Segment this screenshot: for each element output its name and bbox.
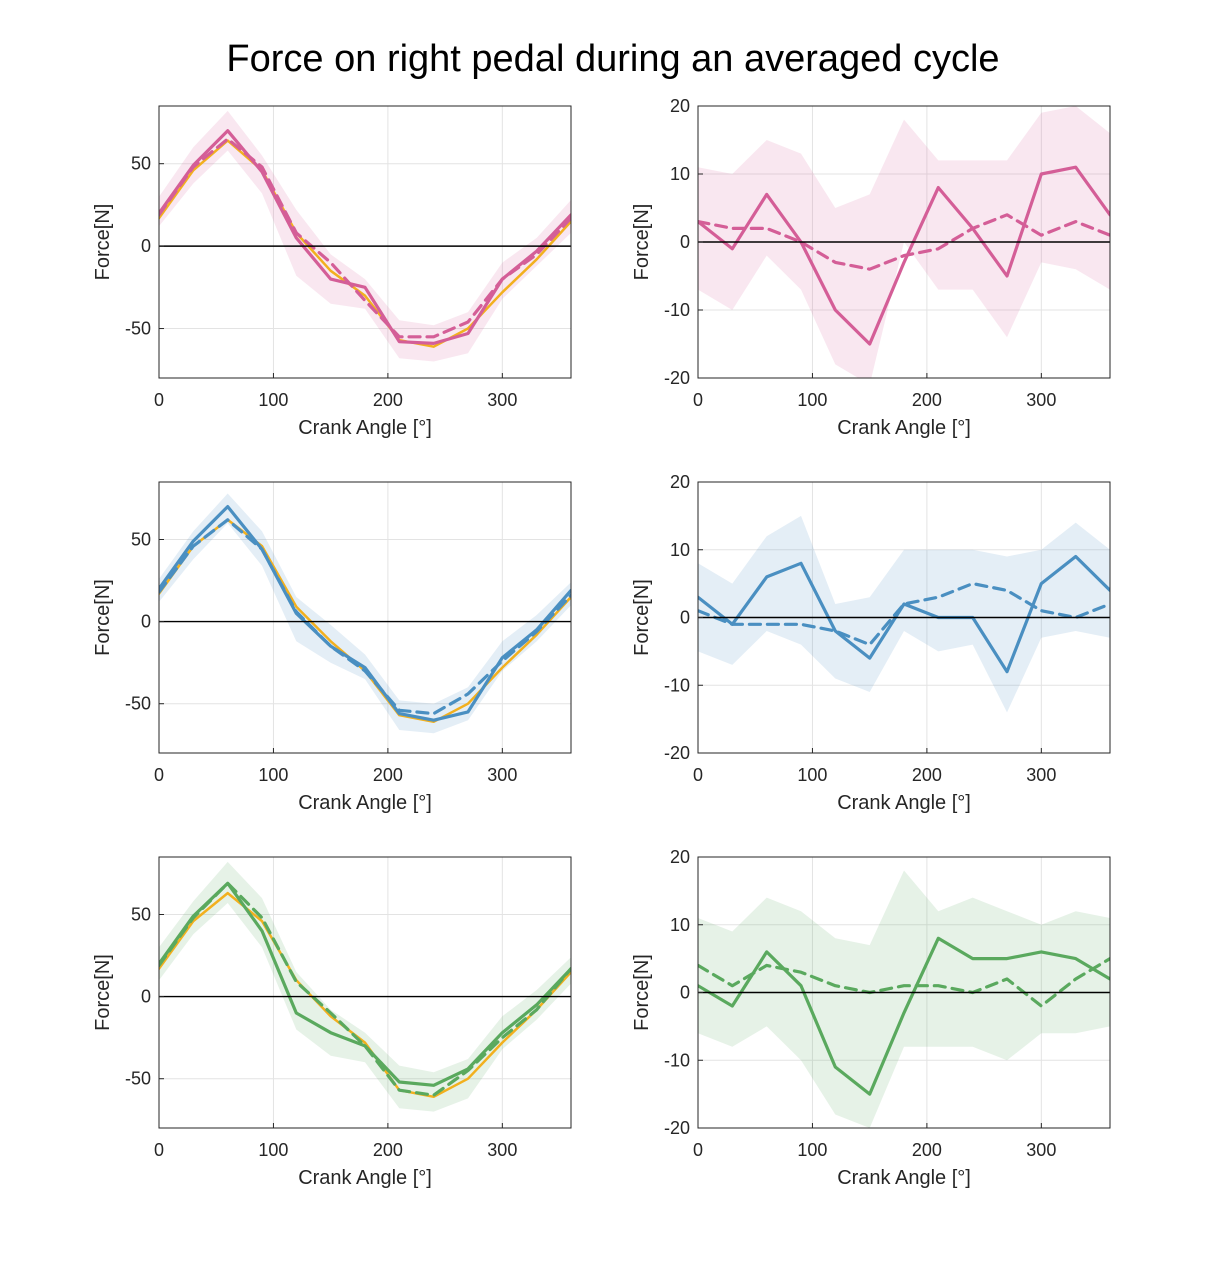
y-tick-label: 20 bbox=[670, 96, 690, 116]
y-tick-label: 0 bbox=[141, 236, 151, 256]
y-axis-label: Force[N] bbox=[631, 579, 653, 656]
plot-area bbox=[698, 870, 1110, 1128]
y-tick-label: -20 bbox=[664, 743, 690, 763]
x-tick-label: 200 bbox=[912, 765, 942, 785]
y-tick-label: 50 bbox=[131, 529, 151, 549]
x-tick-label: 300 bbox=[1026, 1140, 1056, 1160]
y-tick-label: -10 bbox=[664, 300, 690, 320]
solid-series-line bbox=[159, 891, 571, 1099]
plot-area bbox=[698, 515, 1110, 713]
x-tick-label: 100 bbox=[797, 1140, 827, 1160]
confidence-band bbox=[698, 515, 1110, 713]
x-axis-label: Crank Angle [°] bbox=[298, 417, 432, 439]
y-tick-label: 0 bbox=[680, 608, 690, 628]
x-tick-label: 0 bbox=[154, 1140, 164, 1160]
y-tick-label: 10 bbox=[670, 915, 690, 935]
confidence-band bbox=[698, 870, 1110, 1128]
dashed-series-line bbox=[698, 581, 1110, 647]
confidence-band bbox=[159, 110, 571, 362]
y-tick-label: 10 bbox=[670, 540, 690, 560]
x-tick-label: 300 bbox=[1026, 765, 1056, 785]
x-axis-label: Crank Angle [°] bbox=[837, 417, 971, 439]
x-tick-label: 100 bbox=[797, 390, 827, 410]
y-tick-label: -10 bbox=[664, 1050, 690, 1070]
plot-area bbox=[698, 106, 1110, 378]
solid-series-line bbox=[698, 165, 1110, 346]
y-tick-label: 50 bbox=[131, 154, 151, 174]
subplot-1: 0 100 200 300 -50 0 50 Crank Angle [°] Force[N] bbox=[92, 105, 572, 439]
solid-series-line bbox=[698, 936, 1110, 1096]
y-axis-label: Force[N] bbox=[631, 954, 653, 1031]
dashed-series-line bbox=[698, 213, 1110, 271]
x-tick-label: 200 bbox=[373, 765, 403, 785]
x-tick-label: 200 bbox=[912, 390, 942, 410]
solid-series-line bbox=[159, 518, 571, 724]
y-tick-label: 20 bbox=[670, 472, 690, 492]
y-axis-label: Force[N] bbox=[631, 204, 653, 281]
confidence-band bbox=[698, 106, 1110, 378]
x-tick-label: 100 bbox=[258, 1140, 288, 1160]
subplot-6: 0 100 200 300 -20 -10 0 10 20 Crank Angle [°] Forc… bbox=[631, 847, 1111, 1189]
x-tick-label: 100 bbox=[258, 765, 288, 785]
x-tick-label: 100 bbox=[258, 390, 288, 410]
y-axis-label: Force[N] bbox=[92, 954, 114, 1031]
axes-box bbox=[158, 856, 572, 1129]
plot-area bbox=[159, 861, 571, 1112]
solid-series-line bbox=[698, 554, 1110, 674]
x-axis-label: Crank Angle [°] bbox=[298, 1167, 432, 1189]
y-tick-label: 0 bbox=[680, 983, 690, 1003]
solid-series-line bbox=[159, 129, 571, 345]
y-tick-label: -20 bbox=[664, 1118, 690, 1138]
x-tick-label: 300 bbox=[487, 1140, 517, 1160]
y-tick-label: 50 bbox=[131, 904, 151, 924]
x-tick-label: 0 bbox=[154, 390, 164, 410]
subplot-5: 0 100 200 300 -50 0 50 Crank Angle [°] Force[N] bbox=[92, 856, 572, 1189]
subplot-3: 0 100 200 300 -50 0 50 Crank Angle [°] Force[N] bbox=[92, 481, 572, 814]
plot-area bbox=[159, 493, 571, 734]
dashed-series-line bbox=[159, 881, 571, 1097]
y-tick-label: 0 bbox=[141, 612, 151, 632]
solid-series-line bbox=[159, 881, 571, 1087]
x-tick-label: 100 bbox=[797, 765, 827, 785]
y-tick-label: 10 bbox=[670, 164, 690, 184]
y-tick-label: -10 bbox=[664, 675, 690, 695]
x-tick-label: 0 bbox=[154, 765, 164, 785]
y-tick-label: -50 bbox=[125, 319, 151, 339]
plot-area bbox=[159, 110, 571, 362]
axes-box bbox=[158, 105, 572, 379]
confidence-band bbox=[159, 493, 571, 734]
x-tick-label: 200 bbox=[912, 1140, 942, 1160]
confidence-band bbox=[159, 861, 571, 1112]
solid-series-line bbox=[159, 505, 571, 722]
x-axis-label: Crank Angle [°] bbox=[837, 1167, 971, 1189]
figure-title: Force on right pedal during an averaged … bbox=[226, 38, 1000, 80]
x-axis-label: Crank Angle [°] bbox=[837, 792, 971, 814]
y-axis-label: Force[N] bbox=[92, 204, 114, 281]
axes-box bbox=[158, 481, 572, 754]
y-tick-label: -20 bbox=[664, 368, 690, 388]
x-tick-label: 0 bbox=[693, 1140, 703, 1160]
x-tick-label: 200 bbox=[373, 1140, 403, 1160]
x-tick-label: 0 bbox=[693, 765, 703, 785]
x-tick-label: 300 bbox=[487, 390, 517, 410]
x-tick-label: 200 bbox=[373, 390, 403, 410]
dashed-series-line bbox=[698, 956, 1110, 1008]
x-tick-label: 300 bbox=[487, 765, 517, 785]
subplot-4: 0 100 200 300 -20 -10 0 10 20 Crank Angle [°] Forc… bbox=[631, 472, 1111, 814]
y-tick-label: 0 bbox=[141, 987, 151, 1007]
subplot-2: 0 100 200 300 -20 -10 0 10 20 Crank Angle [°] Forc… bbox=[631, 96, 1111, 439]
y-tick-label: 0 bbox=[680, 232, 690, 252]
y-tick-label: 20 bbox=[670, 847, 690, 867]
y-tick-label: -50 bbox=[125, 694, 151, 714]
solid-series-line bbox=[159, 139, 571, 348]
y-tick-label: -50 bbox=[125, 1069, 151, 1089]
y-axis-label: Force[N] bbox=[92, 579, 114, 656]
x-tick-label: 300 bbox=[1026, 390, 1056, 410]
x-tick-label: 0 bbox=[693, 390, 703, 410]
dashed-series-line bbox=[159, 518, 571, 716]
x-axis-label: Crank Angle [°] bbox=[298, 792, 432, 814]
